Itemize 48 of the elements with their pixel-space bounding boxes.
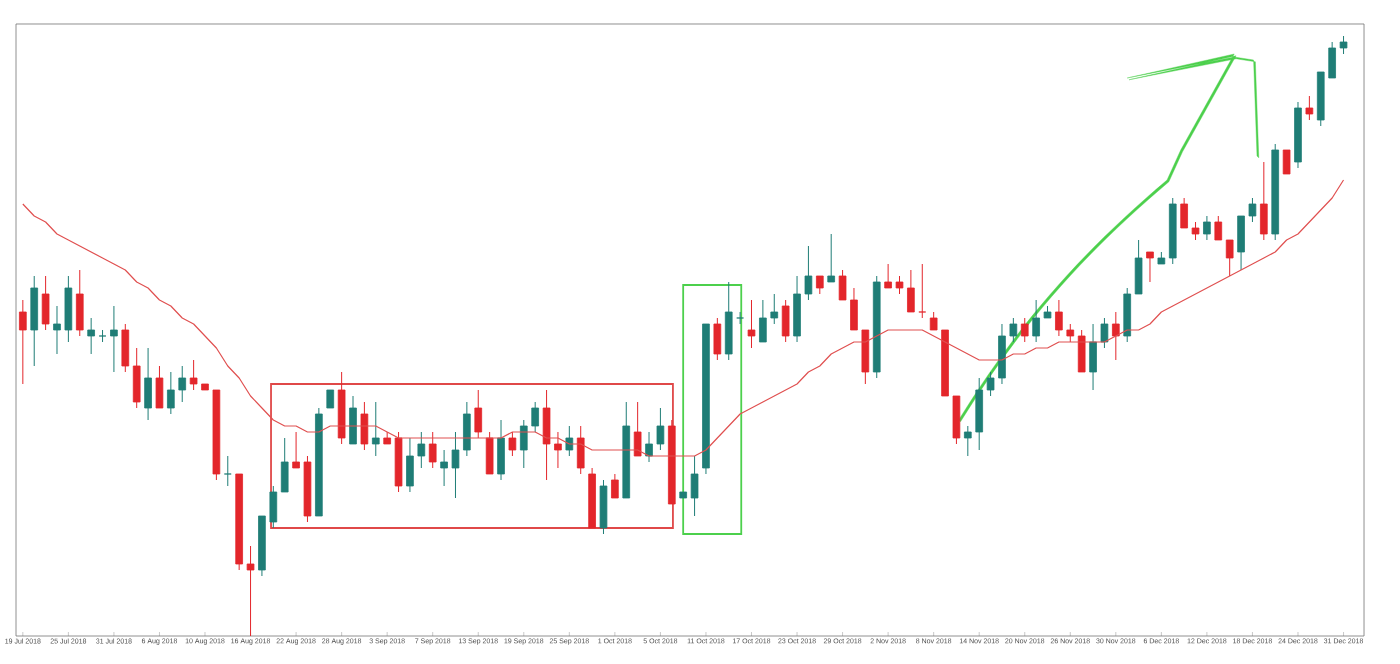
candlestick (474, 389, 483, 439)
candlestick (349, 395, 357, 445)
candlestick (132, 347, 141, 409)
candlestick (713, 317, 722, 361)
candlestick (1112, 311, 1120, 361)
candlestick (371, 401, 380, 457)
candlestick (1089, 323, 1097, 391)
candlestick (1203, 215, 1211, 241)
candlestick (110, 305, 118, 373)
candlestick (75, 269, 84, 337)
candlestick (87, 317, 95, 355)
candlestick (19, 299, 27, 385)
candlestick (736, 311, 744, 325)
candlestick (781, 299, 790, 343)
candlestick (724, 281, 733, 361)
candlestick (485, 431, 494, 475)
candlestick (747, 299, 756, 349)
candlestick (121, 323, 130, 373)
candlestick (576, 425, 585, 475)
candlestick (428, 431, 437, 469)
candlestick (1214, 215, 1223, 241)
candlestick (337, 371, 346, 445)
candlestick (827, 233, 836, 283)
candlestick (1123, 287, 1132, 343)
candlestick (1100, 317, 1109, 349)
candlestick (918, 263, 927, 319)
candlestick (611, 473, 619, 499)
candlestick (599, 479, 608, 535)
candlestick (155, 365, 164, 409)
candlestick (1146, 251, 1154, 283)
candlestick (280, 437, 289, 493)
candlestick (30, 275, 39, 367)
candlestick (41, 275, 50, 331)
candlestick (497, 419, 505, 481)
candlestick (508, 431, 517, 457)
candlestick (1260, 161, 1268, 241)
candlestick (223, 455, 232, 487)
candlestick (1225, 239, 1234, 277)
candlestick (1077, 329, 1086, 373)
candlestick (633, 401, 642, 457)
candlestick (1020, 317, 1029, 343)
candlestick (1134, 239, 1143, 295)
candlestick (815, 275, 824, 295)
candlestick (1282, 149, 1291, 175)
candlestick (360, 401, 369, 451)
candlestick (144, 347, 152, 421)
candlestick (326, 389, 335, 409)
candlestick (1305, 95, 1314, 121)
